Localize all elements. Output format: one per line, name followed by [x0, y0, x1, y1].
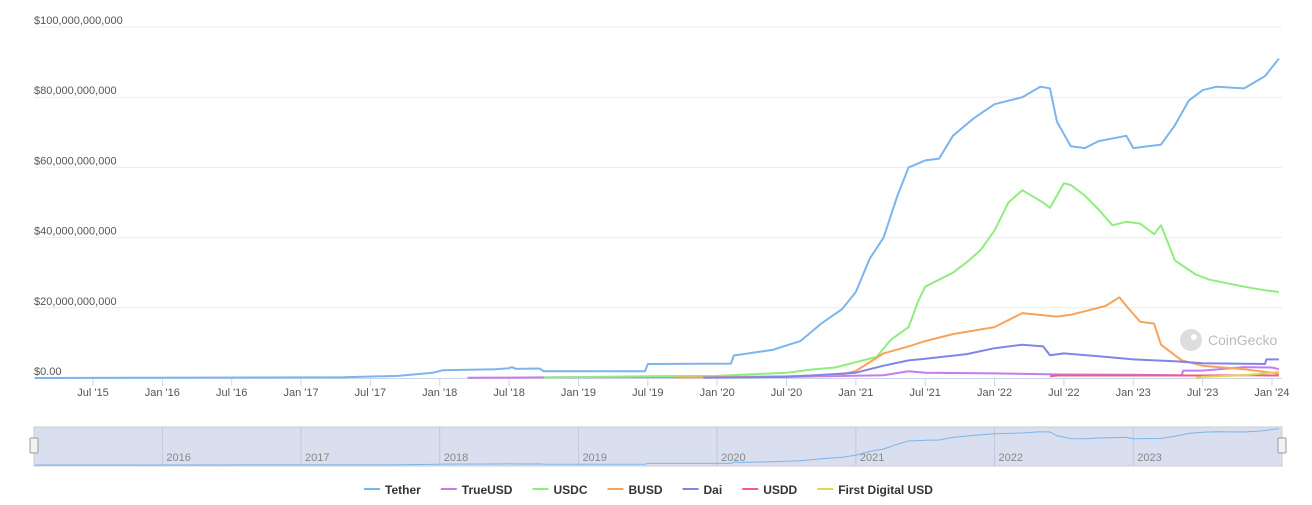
- x-tick-label: Jan '16: [145, 387, 180, 399]
- series-line-usdd[interactable]: [1049, 374, 1279, 378]
- x-tick-label: Jul '22: [1048, 387, 1079, 399]
- navigator-year-label: 2023: [1137, 452, 1161, 464]
- navigator-year-label: 2017: [305, 452, 329, 464]
- x-tick-label: Jul '23: [1187, 387, 1218, 399]
- y-tick-label: $0.00: [34, 366, 62, 378]
- legend-label: USDD: [763, 483, 797, 497]
- x-tick-label: Jul '16: [216, 387, 247, 399]
- legend-item-dai[interactable]: Dai: [682, 483, 723, 497]
- x-tick-label: Jan '21: [838, 387, 873, 399]
- x-tick-label: Jan '24: [1254, 387, 1289, 399]
- legend-label: First Digital USD: [838, 483, 933, 497]
- navigator-year-label: 2018: [444, 452, 468, 464]
- navigator-series-tether: [34, 428, 1279, 466]
- legend-label: BUSD: [629, 483, 663, 497]
- legend-label: Dai: [704, 483, 723, 497]
- navigator-handle-right[interactable]: [1277, 437, 1287, 454]
- coingecko-logo-eye: [1191, 334, 1197, 340]
- legend-item-usdc[interactable]: USDC: [532, 483, 588, 497]
- legend-item-trueusd[interactable]: TrueUSD: [440, 483, 513, 497]
- legend-label: Tether: [385, 483, 421, 497]
- y-tick-label: $60,000,000,000: [34, 155, 117, 167]
- x-tick-label: Jan '22: [977, 387, 1012, 399]
- navigator-year-label: 2016: [166, 452, 190, 464]
- legend-item-usdd[interactable]: USDD: [742, 483, 798, 497]
- navigator-year-label: 2021: [860, 452, 884, 464]
- y-tick-label: $20,000,000,000: [34, 296, 117, 308]
- navigator-range[interactable]: [33, 426, 1283, 467]
- navigator-year-label: 2022: [999, 452, 1023, 464]
- x-tick-label: Jul '20: [771, 387, 802, 399]
- navigator-year-label: 2019: [582, 452, 606, 464]
- series-line-usdc[interactable]: [543, 182, 1280, 379]
- legend-label: TrueUSD: [462, 483, 513, 497]
- x-tick-label: Jan '18: [422, 387, 457, 399]
- y-tick-label: $40,000,000,000: [34, 226, 117, 238]
- x-tick-label: Jul '15: [77, 387, 108, 399]
- legend-item-busd[interactable]: BUSD: [607, 483, 663, 497]
- x-tick-label: Jan '20: [700, 387, 735, 399]
- navigator-handle-left[interactable]: [29, 437, 39, 454]
- watermark-text: CoinGecko: [1208, 332, 1277, 348]
- series-line-dai[interactable]: [703, 343, 1279, 379]
- x-tick-label: Jul '18: [493, 387, 524, 399]
- legend-label: USDC: [553, 483, 587, 497]
- legend-item-first-digital-usd[interactable]: First Digital USD: [817, 483, 933, 497]
- x-tick-label: Jan '19: [561, 387, 596, 399]
- series-line-first-digital-usd[interactable]: [1195, 370, 1280, 379]
- coingecko-watermark: CoinGecko: [1180, 329, 1277, 351]
- legend-item-tether[interactable]: Tether: [364, 483, 421, 497]
- series-line-tether[interactable]: [34, 57, 1280, 379]
- y-tick-label: $100,000,000,000: [34, 15, 123, 27]
- x-tick-label: Jan '23: [1116, 387, 1151, 399]
- x-tick-label: Jul '17: [355, 387, 386, 399]
- coingecko-logo-icon: [1180, 329, 1202, 351]
- x-tick-label: Jan '17: [283, 387, 318, 399]
- navigator-year-label: 2020: [721, 452, 745, 464]
- x-tick-label: Jul '21: [909, 387, 940, 399]
- x-tick-label: Jul '19: [632, 387, 663, 399]
- y-tick-label: $80,000,000,000: [34, 85, 117, 97]
